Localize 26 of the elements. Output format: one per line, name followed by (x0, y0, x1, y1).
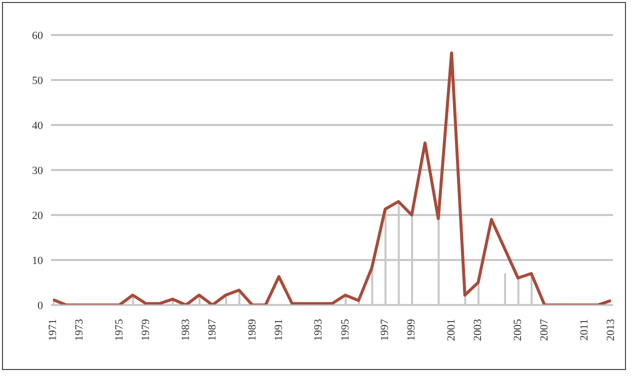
x-tick-label: 1989 (246, 318, 258, 341)
y-tick-label: 40 (32, 120, 44, 132)
x-tick-label: 2001 (446, 319, 458, 341)
x-tick-label: 1995 (339, 318, 352, 341)
x-tick-label: 1975 (113, 318, 126, 341)
x-tick-label: 1983 (180, 318, 192, 341)
x-tick-label: 1971 (47, 319, 59, 341)
x-tick-label: 1973 (74, 318, 86, 341)
x-tick-label: 2003 (472, 318, 484, 341)
y-tick-label: 20 (32, 210, 44, 222)
x-tick-label: 1993 (312, 318, 325, 341)
x-tick-label: 1999 (406, 318, 418, 341)
x-tick-label: 2007 (538, 318, 551, 341)
y-tick-label: 60 (32, 30, 44, 42)
x-tick-label: 1979 (140, 318, 152, 341)
y-tick-label: 10 (32, 254, 44, 267)
line-series (53, 52, 611, 305)
y-tick-label: 50 (32, 74, 44, 87)
x-tick-label: 2013 (605, 318, 617, 341)
y-tick-label: 30 (32, 164, 44, 177)
x-tick-label: 1997 (379, 318, 392, 341)
x-tick-label: 1987 (206, 318, 218, 341)
y-tick-label: 0 (38, 300, 44, 312)
x-tick-label: 2005 (512, 318, 524, 341)
x-tick-label: 2011 (578, 319, 590, 341)
x-tick-label: 1991 (272, 319, 285, 341)
